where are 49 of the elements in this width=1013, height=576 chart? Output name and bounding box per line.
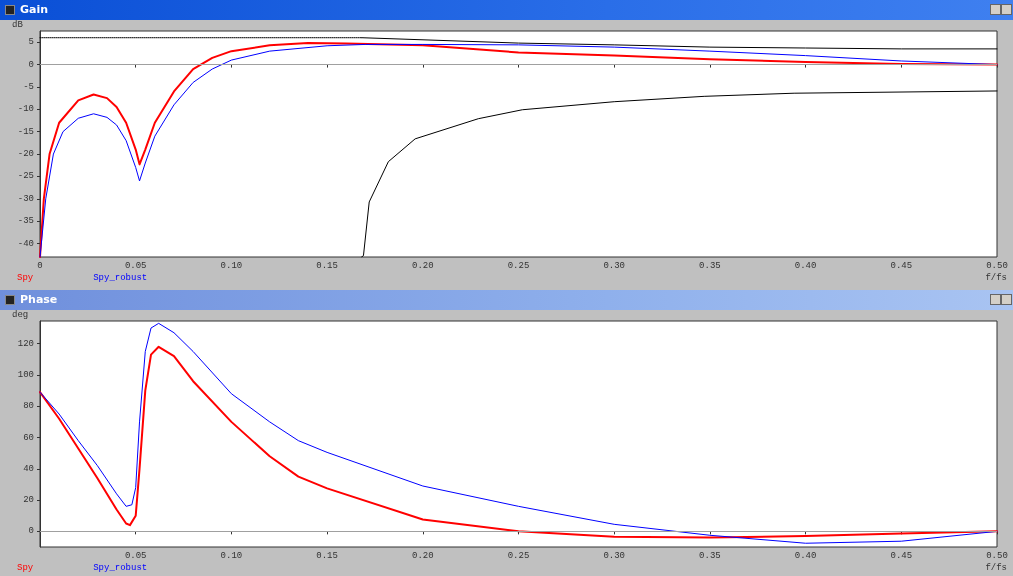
text: Spy_robust [93,272,148,283]
chart-title: Phase [20,292,58,308]
x-tick-label: 0.15 [316,550,338,561]
x-tick-label: 0.20 [412,550,434,561]
x-axis-title: f/fs [985,272,1008,283]
x-tick-label: 0.50 [986,550,1008,561]
x-tick-label: 0.25 [507,260,530,271]
y-tick-label: -40 [17,238,34,249]
x-tick-label: 0.05 [124,260,147,271]
x-tick-label: 0.35 [699,260,721,271]
y-tick-label: 120 [17,338,34,349]
x-tick-label: 0.30 [603,260,625,271]
y-axis-title: dB [12,19,24,30]
y-tick-label: 40 [23,463,34,474]
y-tick-label: 80 [23,401,34,412]
x-tick-label: 0.45 [890,550,913,561]
x-tick-label: 0.30 [603,550,625,561]
x-tick-label: 0.10 [220,260,243,271]
x-tick-label: 0.05 [124,550,147,561]
text: Spy_robust [93,562,148,573]
y-tick-label: 5 [28,37,34,48]
text: Spy [17,562,34,573]
x-tick-label: 0.35 [699,550,721,561]
y-tick-label: 60 [23,432,34,443]
x-tick-label: 0.40 [794,260,817,271]
series-label: Spy [17,272,34,283]
x-tick-label: 0.45 [890,260,913,271]
x-tick-label: 0.25 [507,550,530,561]
y-tick-label: 0 [28,526,34,537]
x-tick-label: 0.15 [316,260,338,271]
y-tick-label: -35 [17,216,34,227]
y-tick-label: -20 [17,149,34,160]
y-tick-label: 100 [17,369,34,380]
x-tick-label: 0.20 [412,260,434,271]
x-tick-label: 0.10 [220,550,243,561]
y-tick-label: -30 [17,193,34,204]
y-tick-label: -5 [23,81,34,92]
y-tick-label: -15 [17,126,34,137]
y-tick-label: -25 [17,171,34,182]
line-series [361,90,998,258]
x-axis-title: f/fs [985,562,1008,573]
y-axis-title: deg [12,309,29,320]
y-tick-label: 0 [28,59,34,70]
x-tick-label: 0 [37,260,43,271]
x-tick-label: 0.50 [986,260,1008,271]
x-tick-label: 0.40 [794,550,817,561]
chart-title: Gain [20,2,49,18]
y-tick-label: -10 [17,104,34,115]
y-tick-label: 20 [23,495,34,506]
